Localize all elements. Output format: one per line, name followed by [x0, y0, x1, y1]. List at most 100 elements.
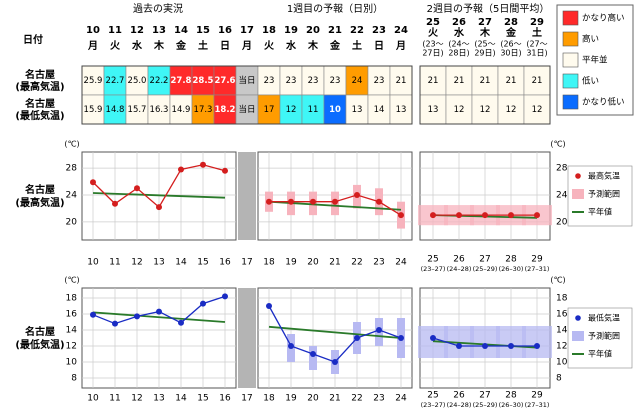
x-tick-label: 17 — [241, 394, 252, 404]
data-point — [134, 185, 140, 192]
x-tick-label: 12 — [131, 394, 142, 404]
cell-value: 16.3 — [150, 105, 169, 115]
cell-value: 25.9 — [84, 76, 103, 86]
data-point — [222, 167, 228, 174]
legend-label: 最高気温 — [588, 171, 620, 181]
day-number: 16 — [218, 25, 232, 36]
cell-value: 21 — [532, 76, 543, 86]
y-tick-label: 10 — [556, 358, 568, 368]
x-tick-label: 20 — [307, 394, 319, 404]
weekday: 土 — [198, 39, 208, 52]
data-point — [398, 212, 404, 219]
normal-line — [92, 192, 226, 199]
y-tick-label: 16 — [556, 310, 568, 320]
day-number: 22 — [350, 25, 364, 36]
day-number: 11 — [108, 25, 122, 36]
x-tick-label: 16 — [219, 394, 231, 404]
legend-label: 予測範囲 — [588, 189, 620, 199]
table-frame — [419, 65, 551, 125]
data-point — [482, 212, 488, 219]
legend-label: 高い — [582, 34, 599, 45]
y-tick-label: 12 — [556, 342, 567, 352]
cell-value: 23 — [374, 76, 385, 86]
day-number: 25 — [426, 17, 440, 28]
table-cell — [471, 94, 499, 125]
date-label: 日付 — [23, 33, 43, 46]
data-point — [534, 343, 540, 349]
weekday: 月 — [395, 40, 406, 52]
data-point — [266, 303, 272, 309]
cell-value: 23 — [330, 76, 341, 86]
legend-label: 低い — [582, 76, 599, 87]
y-tick-label: 18 — [66, 294, 78, 304]
weekday: 木 — [479, 26, 491, 39]
x-tick-note: (24–28) — [447, 401, 472, 409]
cell-value: 12 — [480, 105, 491, 115]
day-number: 17 — [240, 25, 254, 36]
cell-value: 14 — [374, 105, 385, 115]
data-point — [456, 343, 462, 349]
data-point — [508, 212, 514, 219]
x-tick-note: (27–31) — [525, 401, 550, 409]
y-tick-label: 8 — [556, 374, 562, 384]
week1-heading: 1週目の予報（日別） — [287, 3, 383, 15]
data-point — [310, 351, 316, 357]
weekday: 月 — [87, 40, 98, 52]
cell-value: 17.3 — [194, 105, 213, 115]
cell-value: 24 — [352, 76, 363, 86]
data-point — [112, 320, 118, 327]
weekday: 日 — [374, 40, 384, 52]
cell-value: 27.8 — [171, 76, 192, 86]
normal-line — [268, 325, 402, 339]
day-number: 26 — [452, 17, 466, 28]
weekday: 木 — [153, 39, 165, 52]
data-point — [200, 161, 206, 168]
data-point — [376, 198, 382, 205]
chart-label: (最高気温) — [15, 196, 64, 209]
day-number: 24 — [394, 25, 408, 36]
x-tick-label: 13 — [153, 258, 164, 268]
weekday: 水 — [285, 39, 297, 52]
legend-marker — [572, 189, 584, 199]
legend-label: 最低気温 — [588, 313, 620, 323]
legend-swatch — [562, 52, 579, 68]
x-tick-note: (25–29) — [473, 265, 498, 273]
data-point — [376, 327, 382, 333]
data-point — [456, 212, 462, 219]
date-range: (25～ — [474, 40, 495, 49]
weekday: 火 — [264, 40, 275, 52]
legend-label: かなり低い — [582, 97, 625, 108]
table-frame — [81, 65, 413, 125]
x-tick-label: 21 — [329, 394, 340, 404]
legend-label: 平年値 — [588, 349, 612, 359]
cell-value: 12 — [286, 105, 297, 115]
x-tick-label: 26 — [453, 391, 465, 401]
y-tick-label: 10 — [66, 358, 78, 368]
chart-label: (最低気温) — [15, 338, 64, 351]
x-tick-label: 29 — [531, 255, 543, 265]
data-point — [112, 200, 118, 207]
x-tick-label: 21 — [329, 258, 340, 268]
legend-swatch — [562, 31, 579, 47]
x-tick-label: 14 — [175, 258, 187, 268]
unit: (℃) — [64, 276, 79, 285]
day-number: 10 — [86, 25, 100, 36]
legend-swatch — [562, 73, 579, 89]
date-range: (23～ — [422, 40, 443, 49]
x-tick-label: 10 — [87, 258, 99, 268]
date-range: (27～ — [526, 40, 547, 49]
date-range: 31日) — [526, 49, 547, 58]
weekday: 火 — [110, 40, 121, 52]
data-point — [156, 308, 162, 315]
day-number: 13 — [152, 25, 166, 36]
cell-value: 15.9 — [84, 105, 103, 115]
x-tick-label: 23 — [373, 394, 384, 404]
data-point — [354, 335, 360, 341]
forecast-range — [496, 326, 526, 358]
table-cell — [497, 65, 525, 96]
y-tick-label: 28 — [556, 164, 568, 174]
weekday: 月 — [241, 40, 252, 52]
y-tick-label: 8 — [71, 374, 77, 384]
weekday: 金 — [329, 39, 341, 52]
